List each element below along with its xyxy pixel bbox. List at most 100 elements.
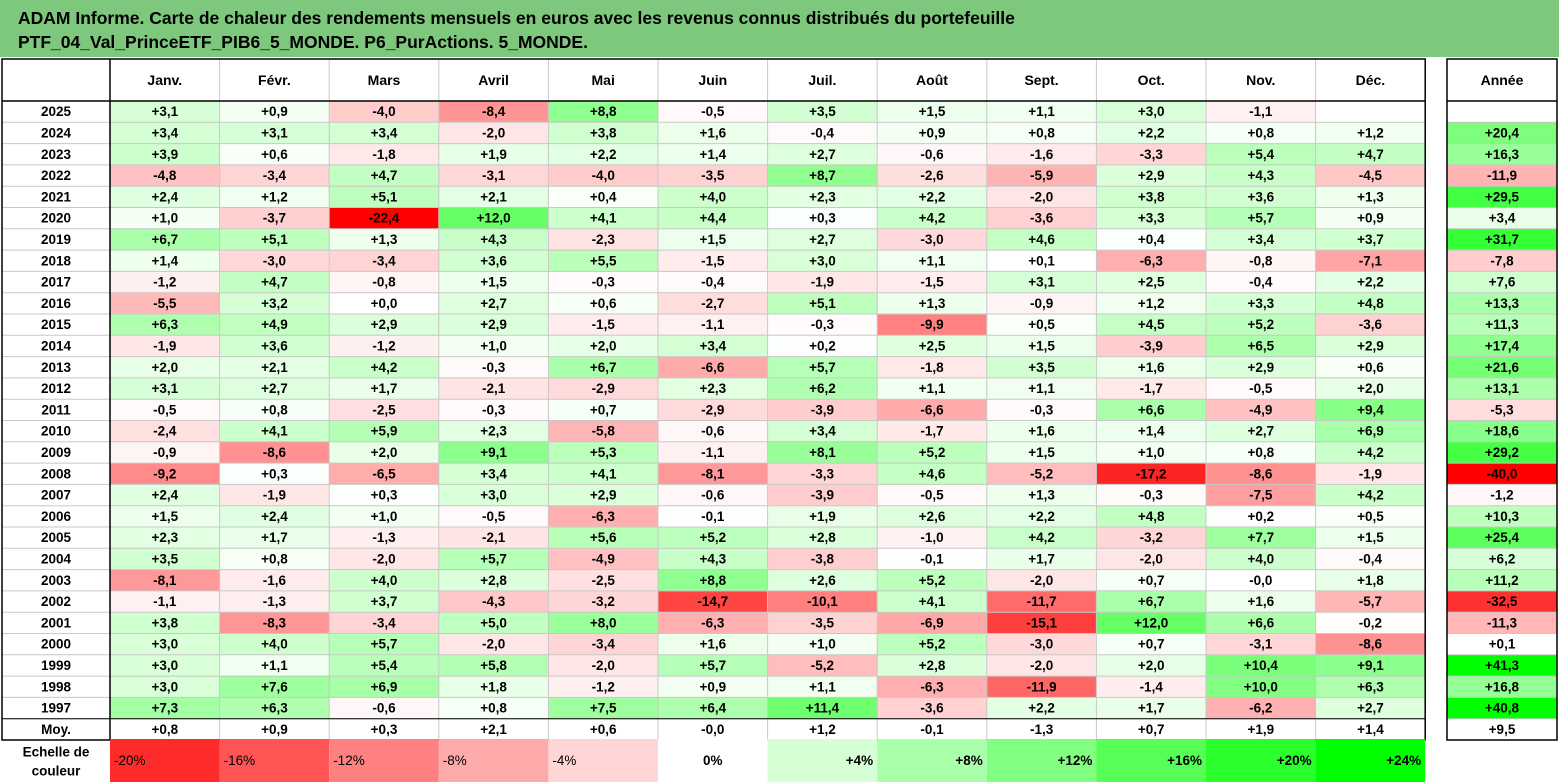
row-2024-value-10: +2,2 bbox=[1138, 125, 1165, 140]
row-2000-label: 2000 bbox=[41, 637, 71, 652]
row-2018-label: 2018 bbox=[41, 253, 72, 268]
color-scale-step-8: +8% bbox=[955, 753, 982, 768]
row-2006-value-10: +4,8 bbox=[1138, 509, 1165, 524]
row-2015-cell-12 bbox=[1315, 314, 1426, 336]
row-2009-cell-10 bbox=[1096, 441, 1206, 464]
row-2002-value-3: +3,7 bbox=[371, 594, 398, 609]
row-2007-value-6: -0,6 bbox=[701, 488, 725, 503]
row-2023-cell-8 bbox=[877, 143, 987, 165]
row-2022-year-value: -11,9 bbox=[1487, 168, 1517, 183]
row-2003-cell-8 bbox=[877, 569, 987, 591]
row-2012-cell-10 bbox=[1096, 377, 1206, 400]
row-2003-value-3: +4,0 bbox=[371, 573, 398, 588]
row-2008-cell-8 bbox=[877, 463, 987, 485]
row-2003-cell-1 bbox=[110, 569, 220, 591]
row-2014-year-cell bbox=[1447, 335, 1557, 357]
average-value-9: -1,3 bbox=[1030, 722, 1054, 737]
row-1997-cell-12 bbox=[1315, 697, 1426, 719]
row-2016-cell-1 bbox=[110, 292, 220, 314]
row-2025-cell-12 bbox=[1315, 101, 1426, 123]
row-1999-cell-10 bbox=[1096, 654, 1206, 677]
row-2000-cell-2 bbox=[219, 633, 330, 655]
row-2009-value-11: +0,8 bbox=[1247, 445, 1274, 460]
row-2024-value-6: +1,6 bbox=[699, 125, 726, 140]
row-2015-cell-8 bbox=[877, 314, 987, 336]
row-2010-year-cell bbox=[1447, 420, 1557, 442]
row-2009-value-7: +8,1 bbox=[809, 445, 836, 460]
row-2017-cell-5 bbox=[548, 271, 658, 293]
row-2014-year-value: +17,4 bbox=[1485, 338, 1520, 353]
row-2007-cell-11 bbox=[1206, 484, 1316, 506]
row-2015-value-12: -3,6 bbox=[1359, 317, 1383, 332]
row-1999-cell-12 bbox=[1315, 654, 1426, 677]
row-2022-value-9: -5,9 bbox=[1030, 168, 1053, 183]
row-2009-value-8: +5,2 bbox=[919, 445, 946, 460]
row-2015-year-cell bbox=[1447, 314, 1557, 336]
row-2005-value-4: -2,1 bbox=[482, 530, 506, 545]
row-2004-cell-7 bbox=[767, 548, 878, 570]
row-2016-cell-2 bbox=[219, 292, 330, 314]
row-2020-year-value: +3,4 bbox=[1489, 211, 1516, 226]
row-2012-cell-3 bbox=[329, 377, 439, 400]
row-1998-value-8: -6,3 bbox=[920, 679, 944, 694]
row-2003-cell-4 bbox=[438, 569, 549, 591]
row-2004-value-11: +4,0 bbox=[1247, 551, 1274, 566]
row-2009-cell-3 bbox=[329, 441, 439, 464]
row-2022-cell-9 bbox=[986, 164, 1097, 187]
row-2015-value-5: -1,5 bbox=[592, 317, 616, 332]
row-2007-value-4: +3,0 bbox=[480, 488, 507, 503]
row-2008-value-8: +4,6 bbox=[919, 466, 946, 481]
row-2017-value-2: +4,7 bbox=[261, 275, 288, 290]
row-2014-cell-3 bbox=[329, 335, 439, 357]
color-scale-step-5: -4% bbox=[552, 753, 576, 768]
row-2009-cell-1 bbox=[110, 441, 220, 464]
row-2011-cell-3 bbox=[329, 399, 439, 421]
row-2016-value-8: +1,3 bbox=[919, 296, 946, 311]
row-2002-value-10: +6,7 bbox=[1138, 594, 1165, 609]
row-2004-value-8: -0,1 bbox=[920, 551, 944, 566]
row-2016-value-10: +1,2 bbox=[1138, 296, 1165, 311]
row-2021-value-9: -2,0 bbox=[1030, 189, 1053, 204]
row-2017-cell-8 bbox=[877, 271, 987, 293]
row-2004-value-12: -0,4 bbox=[1359, 551, 1383, 566]
row-2021-cell-1 bbox=[110, 186, 220, 208]
row-2001-value-8: -6,9 bbox=[920, 615, 943, 630]
row-2005-value-2: +1,7 bbox=[261, 530, 288, 545]
row-2017-value-1: -1,2 bbox=[153, 275, 176, 290]
row-2017-cell-2 bbox=[219, 271, 330, 293]
row-1999-value-2: +1,1 bbox=[261, 658, 288, 673]
row-2001-cell-9 bbox=[986, 612, 1097, 634]
row-2000-cell-6 bbox=[658, 633, 768, 655]
row-2008-year-cell bbox=[1447, 463, 1557, 485]
row-2013-value-2: +2,1 bbox=[261, 360, 288, 375]
row-2001-value-3: -3,4 bbox=[372, 615, 396, 630]
row-2012-cell-5 bbox=[548, 377, 658, 400]
row-2002-cell-1 bbox=[110, 590, 220, 613]
row-1999-cell-2 bbox=[219, 654, 330, 677]
row-2006-cell-5 bbox=[548, 505, 658, 527]
row-2004-cell-3 bbox=[329, 548, 439, 570]
row-1997-cell-10 bbox=[1096, 697, 1206, 719]
row-2008-cell-5 bbox=[548, 463, 658, 485]
row-2011-cell-12 bbox=[1315, 399, 1426, 421]
row-2020-value-12: +0,9 bbox=[1357, 211, 1384, 226]
column-header-10: Oct. bbox=[1138, 72, 1165, 88]
row-2024-cell-4 bbox=[438, 122, 549, 144]
row-2023-value-2: +0,6 bbox=[261, 147, 288, 162]
row-2011-value-4: -0,3 bbox=[482, 402, 506, 417]
row-2012-cell-1 bbox=[110, 377, 220, 400]
row-2021-value-8: +2,2 bbox=[919, 189, 946, 204]
row-2000-cell-1 bbox=[110, 633, 220, 655]
row-2011-cell-8 bbox=[877, 399, 987, 421]
column-header-11: Nov. bbox=[1246, 72, 1275, 88]
row-2023-value-3: -1,8 bbox=[372, 147, 396, 162]
average-year-value: +9,5 bbox=[1489, 722, 1516, 737]
row-2023-value-4: +1,9 bbox=[480, 147, 507, 162]
row-2002-value-4: -4,3 bbox=[482, 594, 506, 609]
row-2006-cell-11 bbox=[1206, 505, 1316, 527]
row-2007-year-cell bbox=[1447, 484, 1557, 506]
row-2019-value-1: +6,7 bbox=[151, 232, 178, 247]
row-2025-cell-4 bbox=[438, 101, 549, 123]
row-2019-year-value: +31,7 bbox=[1485, 232, 1519, 247]
